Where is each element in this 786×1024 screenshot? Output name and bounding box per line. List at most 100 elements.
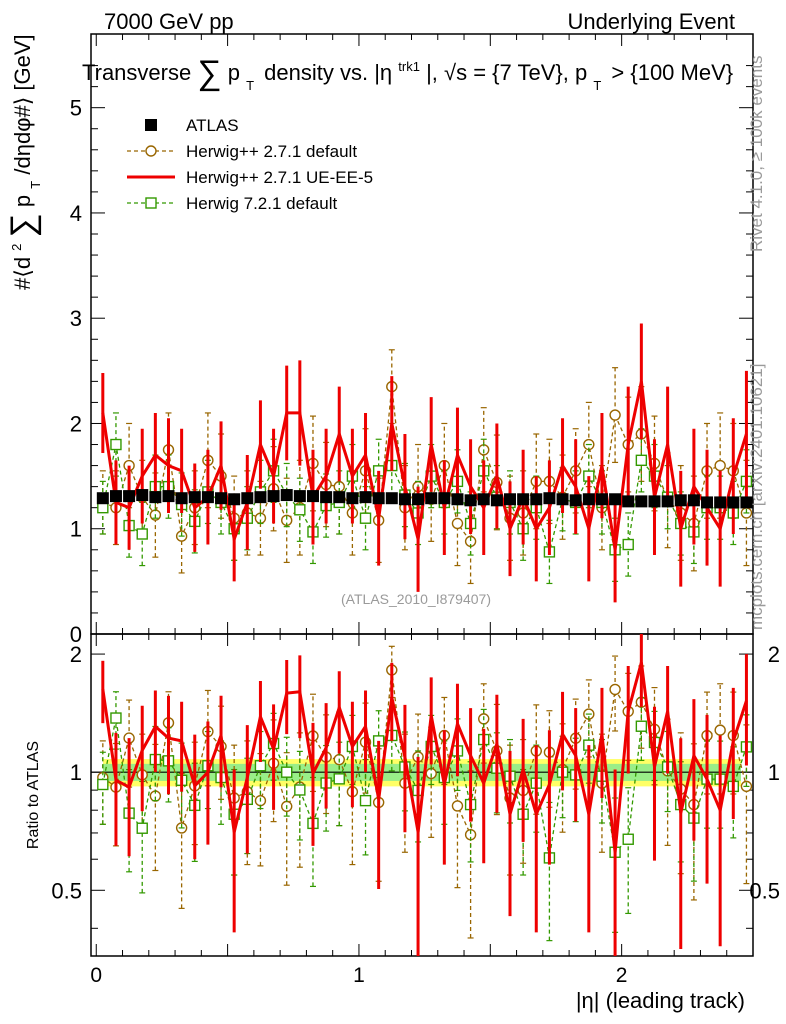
- main-point-square: [359, 512, 372, 524]
- main-point-data: [556, 493, 569, 506]
- ratio-point-circle: [451, 800, 464, 812]
- rivet-version-label: Rivet 4.1.0, ≥ 100k events: [747, 56, 766, 252]
- main-point-square: [110, 438, 122, 451]
- main-point-data: [254, 491, 267, 504]
- main-point-data: [622, 495, 635, 508]
- legend-label: ATLAS: [186, 116, 239, 135]
- header-left: 7000 GeV pp: [104, 9, 234, 34]
- main-point-data: [504, 493, 517, 506]
- legend: ATLAS Herwig++ 2.7.1 default Herwig++ 2.7.…: [127, 116, 373, 213]
- ratio-tick-label: 2: [70, 642, 82, 667]
- ratio-point-circle: [714, 724, 726, 736]
- y-tick-label: 0: [70, 622, 82, 647]
- x-axis-label: |η| (leading track): [576, 988, 745, 1013]
- main-point-data: [372, 492, 385, 505]
- main-point-data: [569, 494, 582, 507]
- main-point-data: [293, 490, 306, 503]
- main-point-data: [464, 494, 477, 507]
- ratio-plot-series: [97, 634, 753, 956]
- main-point-circle: [451, 517, 464, 530]
- main-point-data: [188, 491, 201, 504]
- ratio-point-square: [281, 766, 293, 778]
- ylabel-b: 2: [9, 244, 24, 251]
- title-T2: T: [593, 78, 601, 93]
- main-point-data: [280, 489, 293, 502]
- main-point-data: [425, 492, 438, 505]
- main-point-data: [96, 492, 109, 505]
- ratio-point-square: [97, 778, 109, 791]
- title-mid: density vs. |η: [264, 60, 392, 85]
- ratio-line-square-dashed: [102, 717, 748, 859]
- x-tick-label: 2: [616, 964, 628, 987]
- main-point-data: [530, 493, 543, 506]
- ratio-point-square: [333, 773, 345, 785]
- main-point-data: [136, 489, 149, 502]
- legend-label: Herwig++ 2.7.1 default: [186, 142, 357, 161]
- x-tick-label: 0: [90, 964, 102, 987]
- ratio-point-square: [635, 720, 648, 732]
- main-point-data: [412, 493, 425, 506]
- main-point-data: [490, 494, 503, 507]
- main-point-data: [201, 491, 214, 504]
- main-point-circle: [609, 409, 621, 421]
- title-end: > {100 MeV}: [611, 60, 733, 85]
- main-point-data: [477, 493, 490, 506]
- main-point-square: [622, 538, 634, 551]
- main-point-square: [136, 528, 148, 540]
- main-point-data: [359, 491, 372, 504]
- x-tick-label: 1: [353, 964, 365, 987]
- ylabel-a: #⟨d: [10, 257, 35, 290]
- main-point-data: [306, 490, 319, 503]
- ratio-point-circle: [609, 683, 621, 696]
- main-plot-series: [96, 323, 753, 603]
- title-T: T: [246, 78, 254, 93]
- main-point-data: [517, 493, 530, 506]
- legend-marker-circle: [145, 145, 157, 157]
- ylabel-sum: ∑: [4, 213, 42, 237]
- ratio-point-square: [136, 822, 148, 834]
- ylabel-p: p: [10, 195, 35, 207]
- ratio-y-axis-label: Ratio to ATLAS: [25, 741, 42, 849]
- main-point-data: [267, 490, 280, 503]
- ratio-point-square: [110, 712, 122, 724]
- ratio-plot-frame: [90, 633, 754, 957]
- main-point-square: [635, 454, 648, 467]
- ylabel-T: T: [28, 181, 43, 189]
- title-p: p: [228, 60, 240, 85]
- ratio-point-square: [622, 833, 634, 845]
- ratio-tick-label: 0.5: [51, 878, 82, 903]
- main-point-data: [215, 492, 228, 505]
- main-point-data: [149, 491, 162, 504]
- main-point-data: [346, 492, 359, 505]
- ratio-tick-label: 1: [768, 760, 780, 785]
- y-tick-label: 3: [70, 306, 82, 331]
- analysis-id: (ATLAS_2010_I879407): [341, 591, 491, 607]
- ratio-tick-label: 0.5: [749, 878, 780, 903]
- legend-label: Herwig++ 2.7.1 UE-EE-5: [186, 168, 373, 187]
- main-point-data: [727, 496, 740, 509]
- legend-label: Herwig 7.2.1 default: [186, 194, 337, 213]
- main-point-data: [385, 492, 398, 505]
- main-point-data: [175, 492, 188, 505]
- ratio-line-line: [101, 662, 748, 853]
- main-point-data: [635, 495, 648, 508]
- main-point-data: [687, 494, 700, 507]
- main-point-data: [123, 490, 136, 503]
- axis-ticks: 0 1 2 1 2 3 4 5 0 0.5 0.5 1 1 2 2: [51, 34, 780, 987]
- y-axis-label: #⟨d 2 ∑ p T /dηdφ#⟩ [GeV]: [1, 34, 45, 290]
- main-point-data: [398, 493, 411, 506]
- legend-marker-square: [145, 197, 157, 209]
- ylabel-c: /dηdφ#⟩ [GeV]: [10, 34, 35, 174]
- y-tick-label: 2: [70, 411, 82, 436]
- main-point-data: [582, 493, 595, 506]
- main-point-square: [294, 504, 306, 516]
- title-lead: Transverse: [82, 60, 191, 85]
- main-point-data: [674, 494, 687, 507]
- main-point-data: [740, 496, 753, 509]
- main-point-data: [241, 492, 254, 505]
- title-sum: ∑: [197, 54, 221, 92]
- mcplots-label: mcplots.cern.ch [arXiv:2401.10621]: [747, 364, 766, 630]
- main-point-data: [451, 493, 464, 506]
- y-tick-label: 1: [70, 517, 82, 542]
